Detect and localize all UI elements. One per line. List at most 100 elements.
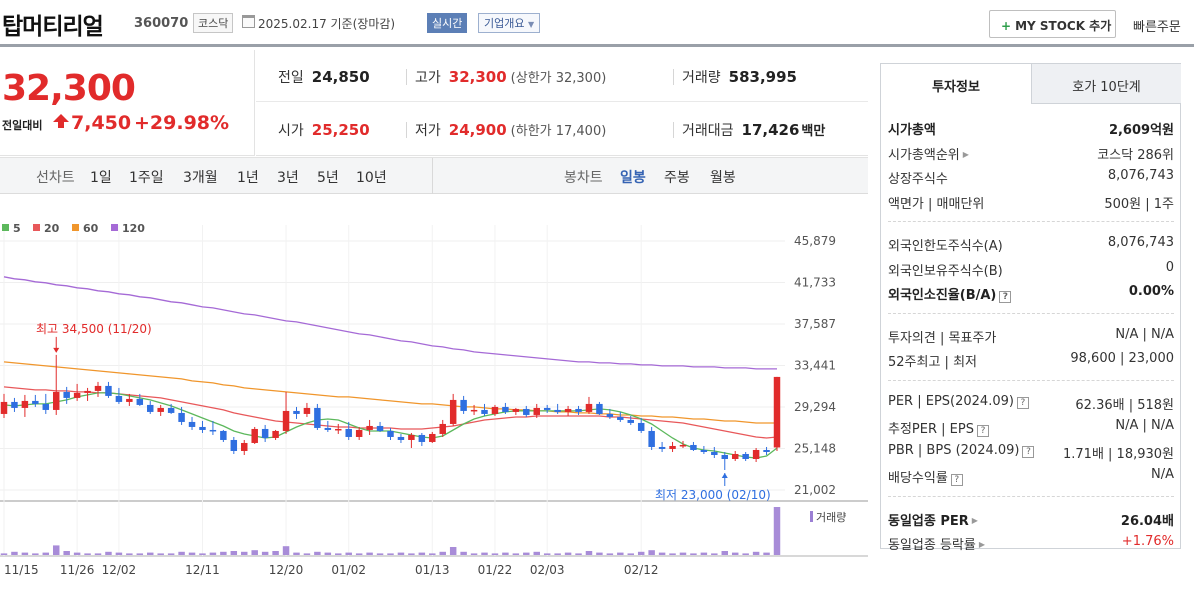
volume-bar: [178, 551, 185, 555]
help-icon[interactable]: ?: [950, 474, 963, 486]
stock-chart[interactable]: 45,879 41,733 37,587 33,441 29,294 25,148 21,0…: [0, 195, 868, 595]
volume-bar: [94, 553, 102, 555]
candle-body: [115, 395, 123, 402]
tab-3y[interactable]: 3년: [277, 170, 299, 186]
realtime-button[interactable]: 실시간: [427, 13, 468, 33]
candle-body: [136, 398, 144, 405]
day-low-label: 저가: [415, 123, 441, 139]
info-row: 액면가 | 매매단위 500원 | 1주: [888, 190, 1174, 215]
candle-body: [324, 427, 332, 430]
candle-body: [84, 390, 91, 393]
volume-bar: [731, 552, 739, 555]
tab-1d[interactable]: 1일: [90, 170, 112, 186]
volume-bar: [648, 550, 655, 555]
volume-bar: [470, 553, 478, 555]
chart-period-tabs: 선차트 1일 1주일 3개월 1년 3년 5년 10년 봉차트 일봉 주봉 월봉: [0, 157, 868, 194]
candle-body: [42, 403, 50, 410]
legend-swatch: [2, 224, 9, 231]
candle-body: [105, 385, 112, 396]
down-arrow-icon: [53, 347, 60, 353]
volume-bar: [293, 552, 300, 555]
volume-bar: [0, 553, 8, 555]
volume-bar: [115, 552, 123, 555]
divider: [888, 214, 1174, 222]
tab-1y[interactable]: 1년: [237, 170, 259, 186]
day-high: 고가 32,300 (상한가 32,300): [415, 67, 606, 87]
invest-info-panel: 투자정보 호가 10단계 시가총액 2,609억원 시가총액순위 ▶ 코스닥 286위 상…: [880, 63, 1181, 553]
candle-body: [564, 408, 572, 412]
prev-close: 전일 24,850: [278, 67, 370, 87]
candle-body: [188, 421, 196, 427]
volume-bar: [52, 545, 60, 555]
info-row: 투자의견 | 목표주가 N/A | N/A: [888, 324, 1174, 349]
quick-order-link[interactable]: 빠른주문: [1133, 20, 1181, 35]
tab-invest-info[interactable]: 투자정보: [881, 64, 1031, 104]
low-annotation: 최저 23,000 (02/10): [655, 488, 771, 502]
legend-label: 120: [122, 222, 145, 235]
legend-swatch: [72, 224, 79, 231]
chevron-right-icon[interactable]: ▶: [962, 149, 969, 159]
open-label: 시가: [278, 123, 304, 139]
y-tick-label: 29,294: [794, 400, 836, 414]
volume-bar: [491, 553, 499, 555]
tab-1w[interactable]: 1주일: [129, 170, 164, 186]
tab-3m[interactable]: 3개월: [183, 170, 218, 186]
volume-bar: [230, 551, 238, 555]
info-value: 8,076,743: [1107, 168, 1174, 183]
volume-bar: [637, 551, 645, 555]
volume-bar: [543, 553, 551, 555]
info-value: 500원 | 1주: [1104, 196, 1174, 212]
help-icon[interactable]: ?: [1016, 396, 1029, 409]
volume-bar: [387, 553, 394, 555]
candle-body: [241, 442, 248, 451]
legend-label: 5: [13, 222, 21, 235]
volume-bar: [669, 553, 676, 555]
help-icon[interactable]: ?: [976, 425, 989, 437]
add-mystock-button[interactable]: + MY STOCK 추가: [989, 10, 1116, 38]
info-value: 98,600 | 23,000: [1070, 351, 1174, 366]
info-label: PER | EPS(2024.09)?: [888, 394, 1029, 409]
candle-body: [52, 391, 60, 410]
candle-body: [763, 449, 770, 452]
candle-body: [658, 446, 666, 449]
add-mystock-label: MY STOCK 추가: [1015, 19, 1112, 33]
tab-daily[interactable]: 일봉: [620, 170, 646, 186]
volume-bar: [11, 551, 18, 555]
volume-bar: [272, 551, 279, 555]
volume-bar: [627, 553, 634, 555]
candle-body: [261, 428, 269, 438]
tab-orderbook[interactable]: 호가 10단계: [1031, 64, 1181, 104]
company-info-dropdown[interactable]: 기업개요 ▼: [478, 13, 541, 33]
volume-bar: [136, 553, 144, 555]
chevron-right-icon[interactable]: ▶: [978, 540, 986, 549]
candle-body: [94, 385, 102, 391]
tab-10y[interactable]: 10년: [356, 170, 387, 186]
info-label: 상장주식수: [888, 172, 948, 187]
tab-monthly[interactable]: 월봉: [710, 170, 736, 186]
tab-5y[interactable]: 5년: [317, 170, 339, 186]
volume-bar: [42, 552, 50, 555]
candle-body: [669, 445, 676, 449]
candle-body: [355, 429, 363, 437]
chevron-right-icon[interactable]: ▶: [971, 515, 978, 525]
x-tick-label: 02/03: [530, 563, 565, 577]
y-tick-label: 33,441: [794, 359, 836, 373]
current-price: 32,300: [2, 68, 136, 109]
candle-body: [721, 454, 729, 459]
candle-body: [73, 392, 81, 398]
tab-weekly[interactable]: 주봉: [664, 170, 690, 186]
help-icon[interactable]: ?: [999, 291, 1012, 303]
info-row: 시가총액 2,609억원: [888, 116, 1174, 141]
candle-body: [533, 407, 540, 415]
candle-body: [742, 453, 749, 459]
candlestick-chart[interactable]: 45,879 41,733 37,587 33,441 29,294 25,148 21,0…: [0, 195, 868, 595]
help-icon[interactable]: ?: [1022, 445, 1035, 458]
volume-bar: [167, 553, 175, 555]
volume-value: 583,995: [728, 68, 797, 86]
volume-bar: [721, 551, 729, 555]
volume-bar: [533, 551, 540, 555]
candle-body: [429, 433, 436, 442]
volume-bar: [679, 552, 687, 555]
prev-close-value: 24,850: [311, 68, 370, 86]
x-tick-label: 11/26: [60, 563, 95, 577]
